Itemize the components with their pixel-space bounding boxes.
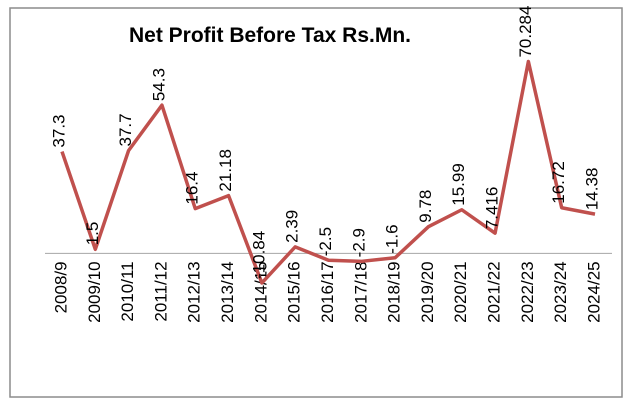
x-tick-label: 2011/12 (151, 261, 170, 321)
x-tick-label: 2019/20 (418, 261, 437, 322)
data-label: -10.84 (249, 231, 268, 279)
x-tick-label: 2013/14 (218, 261, 237, 322)
x-tick-label: 2009/10 (85, 261, 104, 322)
data-label: 16.72 (549, 161, 568, 204)
data-label: 9.78 (416, 190, 435, 223)
data-label: 37.3 (49, 114, 68, 147)
data-label: 21.18 (216, 149, 235, 192)
x-tick-label: 2021/22 (485, 261, 504, 322)
data-label: 7.416 (483, 187, 502, 230)
x-tick-label: 2018/19 (385, 261, 404, 322)
data-label: 54.3 (149, 68, 168, 101)
x-tick-label: 2023/24 (551, 261, 570, 322)
data-line (60, 59, 596, 285)
data-label: -2.9 (349, 228, 368, 257)
x-tick-label: 2020/21 (451, 261, 470, 322)
x-tick-label: 2008/9 (51, 261, 70, 313)
x-tick-label: 2015/16 (285, 261, 304, 322)
data-label: -2.5 (316, 227, 335, 256)
x-tick-label: 2017/18 (351, 261, 370, 322)
x-tick-label: 2022/23 (518, 261, 537, 322)
data-label: 15.99 (449, 163, 468, 206)
data-label: 16.4 (183, 172, 202, 205)
x-tick-label: 2024/25 (584, 261, 603, 322)
data-label: 70.284 (516, 6, 535, 58)
data-label: -1.6 (383, 224, 402, 253)
x-tick-label: 2012/13 (185, 261, 204, 322)
x-tick-label: 2016/17 (318, 261, 337, 322)
chart-title: Net Profit Before Tax Rs.Mn. (129, 24, 411, 47)
data-label: 37.7 (116, 113, 135, 146)
data-label: 14.38 (582, 168, 601, 211)
x-tick-label: 2010/11 (118, 261, 137, 321)
data-label: 1.5 (83, 222, 102, 246)
data-label: 2.39 (283, 210, 302, 243)
